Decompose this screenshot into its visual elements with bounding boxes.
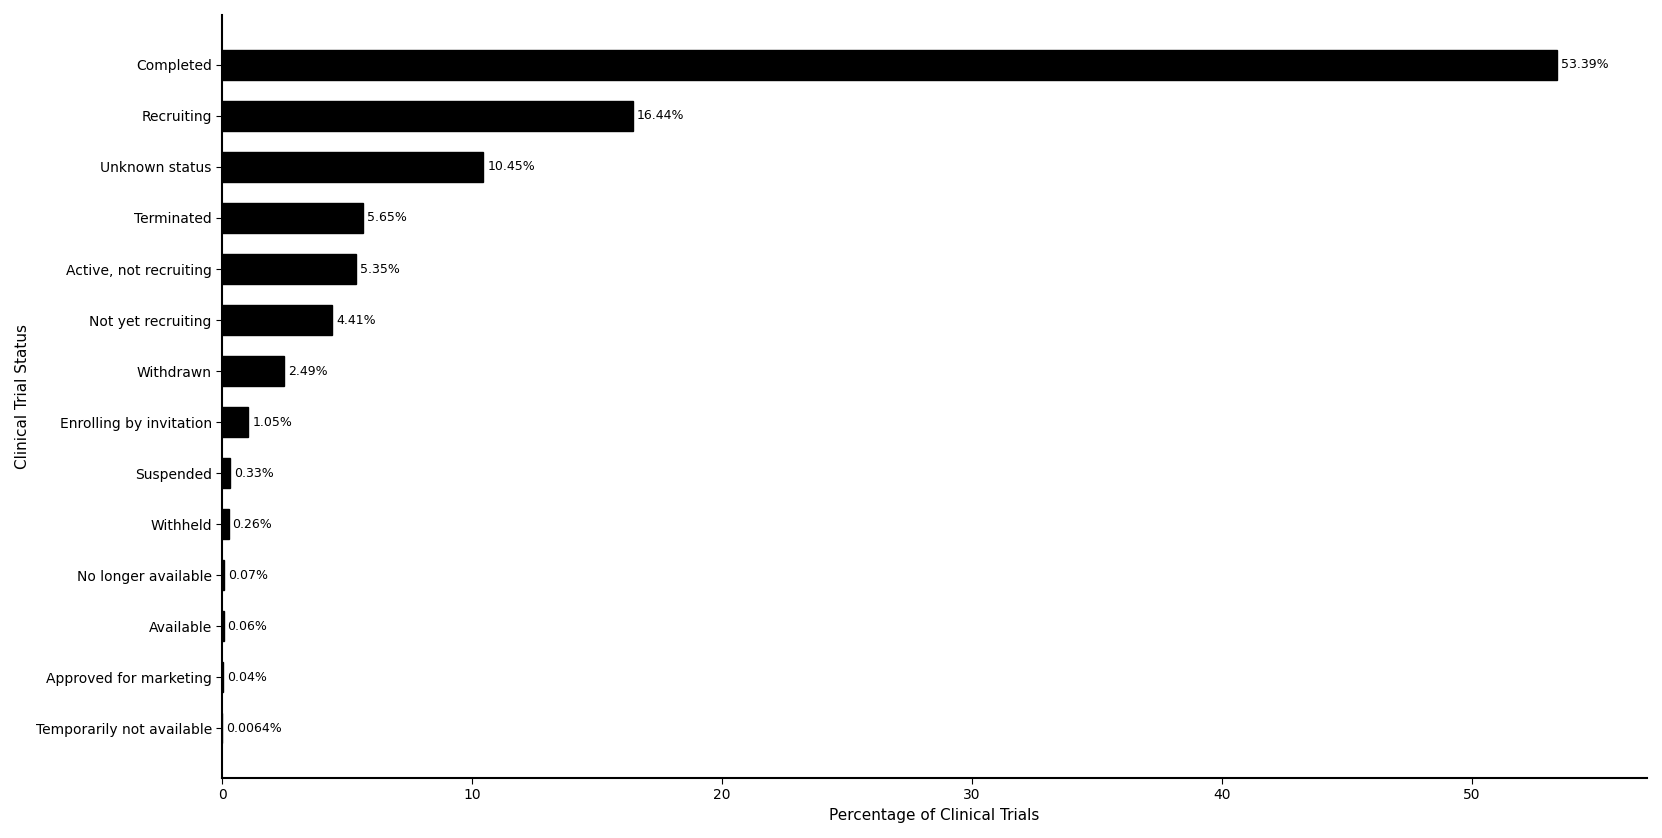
Text: 53.39%: 53.39% (1561, 59, 1609, 71)
Bar (223, 305, 332, 335)
Bar (223, 509, 229, 540)
Bar (223, 355, 284, 386)
Text: 0.26%: 0.26% (233, 518, 273, 530)
Bar (223, 152, 484, 183)
Text: 0.06%: 0.06% (228, 619, 268, 633)
Bar (223, 406, 248, 437)
Bar (223, 560, 224, 590)
Text: 0.04%: 0.04% (228, 670, 268, 684)
Text: 1.05%: 1.05% (253, 416, 293, 428)
X-axis label: Percentage of Clinical Trials: Percentage of Clinical Trials (829, 808, 1040, 823)
Text: 2.49%: 2.49% (288, 365, 327, 377)
Y-axis label: Clinical Trial Status: Clinical Trial Status (15, 324, 30, 469)
Text: 0.33%: 0.33% (234, 467, 274, 479)
Bar (223, 203, 364, 233)
Text: 5.35%: 5.35% (359, 262, 399, 276)
Text: 5.65%: 5.65% (367, 211, 407, 225)
Text: 0.0064%: 0.0064% (226, 722, 283, 735)
Text: 16.44%: 16.44% (637, 110, 685, 122)
Text: 10.45%: 10.45% (487, 161, 535, 173)
Text: 0.07%: 0.07% (228, 568, 268, 582)
Bar (223, 458, 231, 489)
Text: 4.41%: 4.41% (336, 313, 376, 327)
Bar (223, 101, 633, 132)
Bar (223, 49, 1557, 80)
Bar (223, 254, 356, 284)
